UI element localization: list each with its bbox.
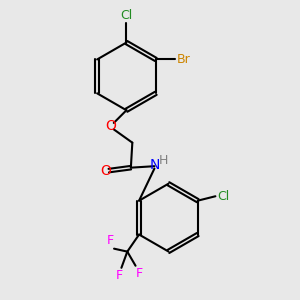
Text: O: O: [105, 119, 116, 134]
Text: F: F: [116, 269, 123, 282]
Text: Cl: Cl: [120, 9, 133, 22]
Text: O: O: [100, 164, 111, 178]
Text: N: N: [150, 158, 160, 172]
Text: Cl: Cl: [217, 190, 229, 203]
Text: Br: Br: [176, 53, 190, 66]
Text: H: H: [159, 154, 169, 167]
Text: F: F: [107, 234, 114, 247]
Text: F: F: [136, 267, 142, 280]
